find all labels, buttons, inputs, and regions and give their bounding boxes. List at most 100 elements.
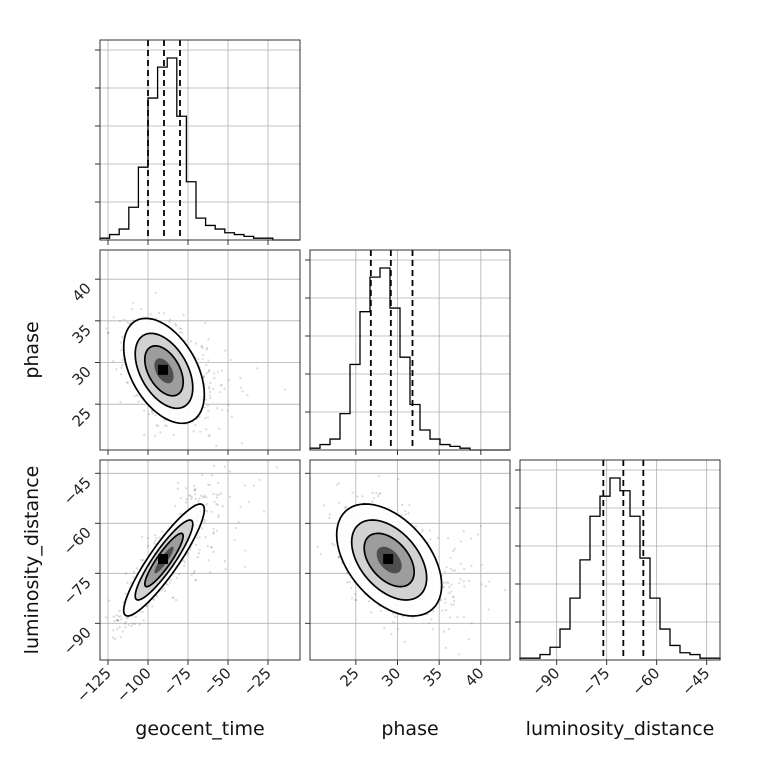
scatter-point (447, 627, 451, 631)
x-axis-label-luminosity-distance: luminosity_distance (526, 718, 715, 740)
scatter-point (204, 417, 207, 420)
scatter-point (467, 579, 470, 582)
scatter-point (346, 581, 349, 584)
scatter-point (201, 473, 204, 476)
scatter-point (149, 312, 152, 316)
scatter-point (198, 536, 201, 539)
scatter-point (469, 537, 473, 540)
scatter-point (239, 376, 242, 379)
scatter-point (553, 588, 555, 590)
scatter-point (212, 550, 215, 554)
scatter-point (444, 646, 447, 650)
x-tick-label-phase: 40 (461, 664, 487, 690)
scatter-point (143, 409, 146, 412)
scatter-point (215, 444, 218, 448)
scatter-point (135, 567, 139, 570)
scatter-point (220, 383, 224, 386)
scatter-point (390, 633, 393, 636)
scatter-point (161, 530, 164, 533)
scatter-point (283, 388, 287, 391)
scatter-point (219, 391, 222, 394)
scatter-point (203, 520, 206, 524)
scatter-point (116, 619, 120, 622)
x-tick-label-geocent-time: −125 (73, 664, 115, 706)
scatter-point (205, 398, 208, 401)
scatter-point (212, 531, 215, 534)
scatter-point (189, 494, 192, 497)
histogram-bar-phase (320, 445, 330, 450)
scatter-point (212, 387, 215, 390)
scatter-point (456, 616, 459, 619)
scatter-point (166, 584, 169, 587)
histogram-bar-luminosity-distance (600, 496, 610, 660)
histogram-outline-phase (309, 267, 510, 451)
scatter-point (112, 615, 115, 618)
x-tick-label-luminosity-distance: −90 (528, 664, 563, 699)
scatter-point (180, 327, 183, 331)
histogram-bar-geocent-time (225, 233, 235, 240)
scatter-point (182, 559, 185, 563)
scatter-point (339, 450, 341, 452)
scatter-point (190, 574, 193, 577)
scatter-point (450, 583, 453, 586)
histogram-bar-luminosity-distance (580, 560, 590, 660)
scatter-point (337, 556, 340, 559)
scatter-point (350, 587, 353, 590)
scatter-point (126, 616, 129, 619)
scatter-point (480, 583, 483, 586)
scatter-point (209, 571, 212, 574)
scatter-point (193, 569, 196, 573)
scatter-point (367, 600, 370, 603)
histogram-bar-luminosity-distance (590, 516, 600, 660)
scatter-point (154, 291, 157, 294)
scatter-point (246, 393, 249, 397)
scatter-point (203, 494, 206, 497)
scatter-point (198, 497, 201, 501)
scatter-point (135, 393, 138, 396)
y-tick-label-luminosity-distance: −90 (60, 623, 95, 658)
scatter-point (208, 434, 211, 437)
scatter-point (134, 615, 137, 618)
scatter-point (179, 496, 182, 500)
scatter-point (116, 627, 119, 631)
scatter-point (401, 615, 405, 618)
scatter-point (121, 335, 124, 338)
scatter-point (328, 516, 331, 520)
scatter-point (487, 608, 490, 611)
histogram-bar-luminosity-distance (570, 598, 580, 660)
scatter-point (208, 394, 211, 397)
histogram-bar-phase (390, 308, 400, 450)
scatter-point (217, 514, 220, 517)
histogram-bar-geocent-time (215, 229, 225, 240)
scatter-point (193, 488, 197, 491)
scatter-point (445, 565, 448, 569)
scatter-point (377, 494, 380, 498)
scatter-panel-phase-vs-luminosity-distance: 25 30 35 40 (305, 450, 555, 690)
scatter-point (210, 545, 213, 549)
scatter-point (226, 409, 229, 412)
scatter-point (213, 372, 216, 375)
scatter-point (452, 549, 455, 553)
scatter-point (452, 596, 455, 599)
scatter-point (480, 563, 483, 566)
scatter-point (195, 579, 198, 582)
scatter-point (179, 331, 182, 334)
scatter-point (119, 615, 122, 618)
histogram-bar-luminosity-distance (610, 478, 620, 660)
x-tick-label-phase: 25 (336, 664, 362, 690)
scatter-point (187, 494, 191, 497)
histogram-bar-luminosity-distance (540, 655, 550, 660)
scatter-point (228, 495, 232, 498)
x-tick-label-geocent-time: −100 (113, 664, 155, 706)
scatter-point (442, 586, 445, 589)
scatter-point (205, 372, 208, 375)
scatter-point (488, 580, 491, 583)
histogram-outline-luminosity-distance (519, 477, 721, 660)
scatter-point (117, 619, 120, 622)
scatter-point (470, 622, 473, 625)
scatter-point (221, 505, 224, 508)
scatter-panel-geocent-time-vs-phase: 25 30 35 40 (69, 249, 301, 455)
histogram-bar-luminosity-distance (670, 645, 680, 660)
scatter-point (196, 537, 199, 540)
scatter-point (140, 558, 143, 562)
